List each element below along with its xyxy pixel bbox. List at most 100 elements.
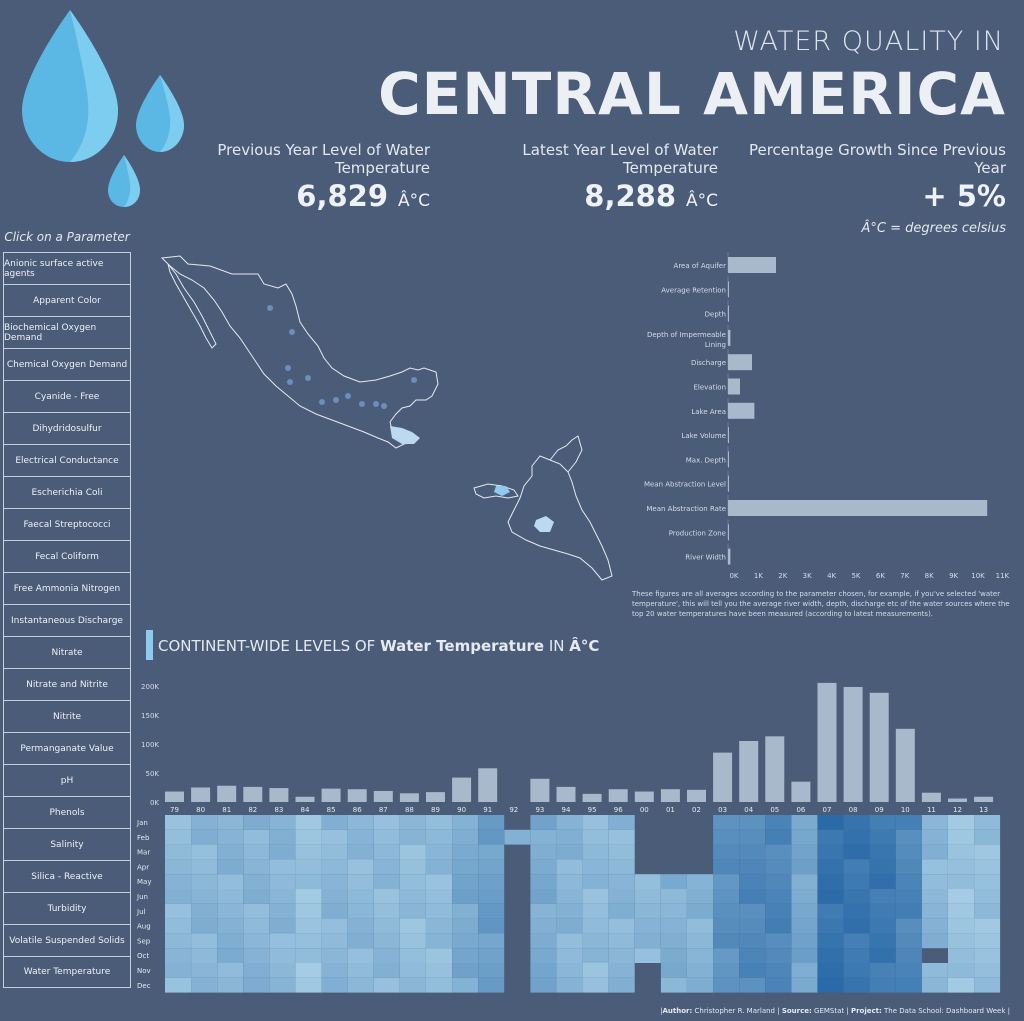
heatmap-cell	[217, 815, 244, 830]
bar-mark	[728, 402, 755, 419]
year-bar	[399, 793, 419, 802]
kpi-unit: Â°C	[686, 191, 718, 211]
heatmap-cell	[295, 903, 322, 919]
heatmap-cell	[452, 859, 479, 875]
heatmap-cell	[739, 918, 766, 934]
heatmap-cell	[974, 889, 1001, 904]
kpi-value: 6,829	[296, 179, 388, 213]
heatmap-cell	[269, 933, 296, 949]
heatmap-cell	[895, 903, 922, 919]
heatmap-cell	[399, 977, 426, 993]
parameter-button[interactable]: Electrical Conductance	[3, 444, 131, 476]
heatmap-cell	[713, 829, 740, 845]
heatmap-cell	[713, 903, 740, 919]
year-label: 86	[353, 806, 362, 814]
heatmap-cell	[373, 933, 400, 949]
heatmap-cell	[791, 815, 818, 830]
dashboard-title-main: CENTRAL AMERICA	[378, 60, 1006, 128]
parameter-button[interactable]: Faecal Streptococci	[3, 508, 131, 540]
parameter-button[interactable]: Salinity	[3, 828, 131, 860]
heatmap-cell	[895, 829, 922, 845]
year-bar	[426, 792, 445, 802]
heatmap-cell	[426, 933, 452, 949]
parameter-button[interactable]: Dihydridosulfur	[3, 412, 131, 444]
heatmap-cell	[426, 874, 452, 889]
parameter-button[interactable]: Anionic surface active agents	[3, 252, 131, 284]
year-label: 08	[849, 806, 858, 814]
heatmap-cell	[765, 844, 792, 860]
bar-mark	[728, 305, 729, 322]
heatmap-cell	[426, 918, 452, 934]
heatmap-cell	[373, 815, 400, 830]
parameter-button[interactable]: Cyanide - Free	[3, 380, 131, 412]
year-bar	[660, 789, 680, 802]
heatmap-cell	[817, 889, 844, 904]
parameter-button[interactable]: Turbidity	[3, 892, 131, 924]
parameter-button[interactable]: Nitrate	[3, 636, 131, 668]
month-label: Feb	[137, 834, 150, 842]
bar-category-label: Lake Area	[691, 408, 726, 416]
parameter-button[interactable]: Silica - Reactive	[3, 860, 131, 892]
month-label: May	[137, 878, 151, 886]
parameter-button[interactable]: Chemical Oxygen Demand	[3, 348, 131, 380]
heatmap-cell	[843, 948, 870, 963]
heatmap-cell	[243, 859, 270, 875]
heatmap-cell	[765, 859, 792, 875]
parameter-button[interactable]: Fecal Coliform	[3, 540, 131, 572]
heatmap-cell	[660, 977, 687, 993]
bar-category-label: Mean Abstraction Rate	[646, 505, 726, 513]
heatmap-cell	[869, 918, 896, 934]
parameter-button[interactable]: Apparent Color	[3, 284, 131, 316]
heatmap-cell	[608, 903, 635, 919]
heatmap-cell	[217, 874, 244, 889]
parameter-button[interactable]: Volatile Suspended Solids	[3, 924, 131, 956]
heatmap-cell	[974, 815, 1001, 830]
heatmap-cell	[530, 903, 557, 919]
parameter-button[interactable]: pH	[3, 764, 131, 796]
heatmap-cell	[713, 889, 740, 904]
parameter-button[interactable]: Permanganate Value	[3, 732, 131, 764]
section-title-unit: Â°C	[569, 637, 600, 655]
heatmap-cell	[948, 977, 974, 993]
parameter-button[interactable]: Water Temperature	[3, 956, 131, 988]
heatmap-cell	[608, 859, 635, 875]
heatmap-cell	[921, 977, 948, 993]
heatmap-cell	[452, 977, 479, 993]
year-label: 95	[588, 806, 597, 814]
heatmap-cell	[791, 889, 818, 904]
parameter-button[interactable]: Nitrate and Nitrite	[3, 668, 131, 700]
bar-mark	[728, 329, 731, 346]
bar-category-label: River Width	[685, 554, 726, 562]
parameter-button[interactable]: Free Ammonia Nitrogen	[3, 572, 131, 604]
footer-credits: |Author: Christopher R. Marland | Source…	[660, 1007, 1010, 1015]
heatmap-cell	[269, 977, 296, 993]
x-tick-label: 10K	[971, 572, 985, 580]
heatmap-cell	[843, 815, 870, 830]
heatmap-cell	[191, 859, 218, 875]
year-label: 93	[535, 806, 544, 814]
year-bar	[556, 786, 576, 802]
heatmap-cell	[321, 829, 348, 845]
heatmap-cell	[426, 903, 452, 919]
heatmap-cell	[295, 977, 322, 993]
heatmap-cell	[869, 815, 896, 830]
heatmap-cell	[895, 977, 922, 993]
heatmap-cell	[452, 933, 479, 949]
parameter-button[interactable]: Biochemical Oxygen Demand	[3, 316, 131, 348]
parameter-button[interactable]: Escherichia Coli	[3, 476, 131, 508]
heatmap-cell	[739, 874, 766, 889]
year-bar	[217, 785, 237, 802]
parameter-button[interactable]: Instantaneous Discharge	[3, 604, 131, 636]
heatmap-cell	[373, 963, 400, 978]
heatmap-cell	[165, 977, 191, 993]
heatmap-cell	[869, 844, 896, 860]
heatmap-cell	[582, 815, 609, 830]
section-accent-bar	[146, 630, 153, 660]
heatmap-cell	[608, 963, 635, 978]
heatmap-cell	[191, 889, 218, 904]
parameter-button[interactable]: Phenols	[3, 796, 131, 828]
heatmap-cell	[948, 948, 974, 963]
heatmap-cell	[295, 874, 322, 889]
parameter-button[interactable]: Nitrite	[3, 700, 131, 732]
section-title-prefix: CONTINENT-WIDE LEVELS OF	[158, 637, 381, 655]
